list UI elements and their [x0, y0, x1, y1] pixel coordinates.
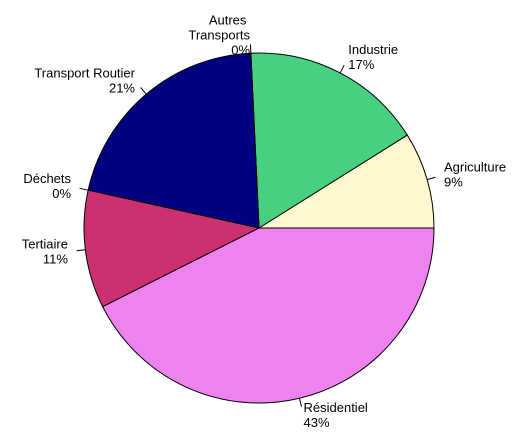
slice-percent: 43% [304, 415, 330, 430]
slice-percent: 11% [43, 251, 68, 266]
slice-label: Transport Routier [34, 65, 135, 80]
slice-percent: 9% [444, 174, 463, 189]
pie-slice [83, 189, 261, 308]
label-tick [79, 187, 89, 191]
pie-slice [87, 52, 260, 229]
slice-label: Agriculture [444, 159, 506, 174]
pie-slice [102, 227, 435, 404]
slice-percent: 17% [348, 57, 374, 72]
pie-slice [257, 134, 435, 229]
slice-label: Industrie [348, 42, 398, 57]
label-tick [76, 249, 86, 252]
slice-label: Résidentiel [304, 400, 368, 415]
pie-slice [250, 52, 408, 229]
slice-percent: 21% [109, 80, 135, 95]
slice-label: Autres Transports [188, 13, 250, 43]
slice-label: Déchets [23, 171, 71, 186]
label-tick [298, 398, 302, 407]
slice-label: Tertiaire [22, 236, 68, 251]
slice-percent: 0% [52, 186, 71, 201]
slice-percent: 0% [231, 43, 250, 58]
label-tick [140, 87, 147, 95]
label-tick [427, 176, 436, 181]
label-tick [339, 64, 345, 74]
